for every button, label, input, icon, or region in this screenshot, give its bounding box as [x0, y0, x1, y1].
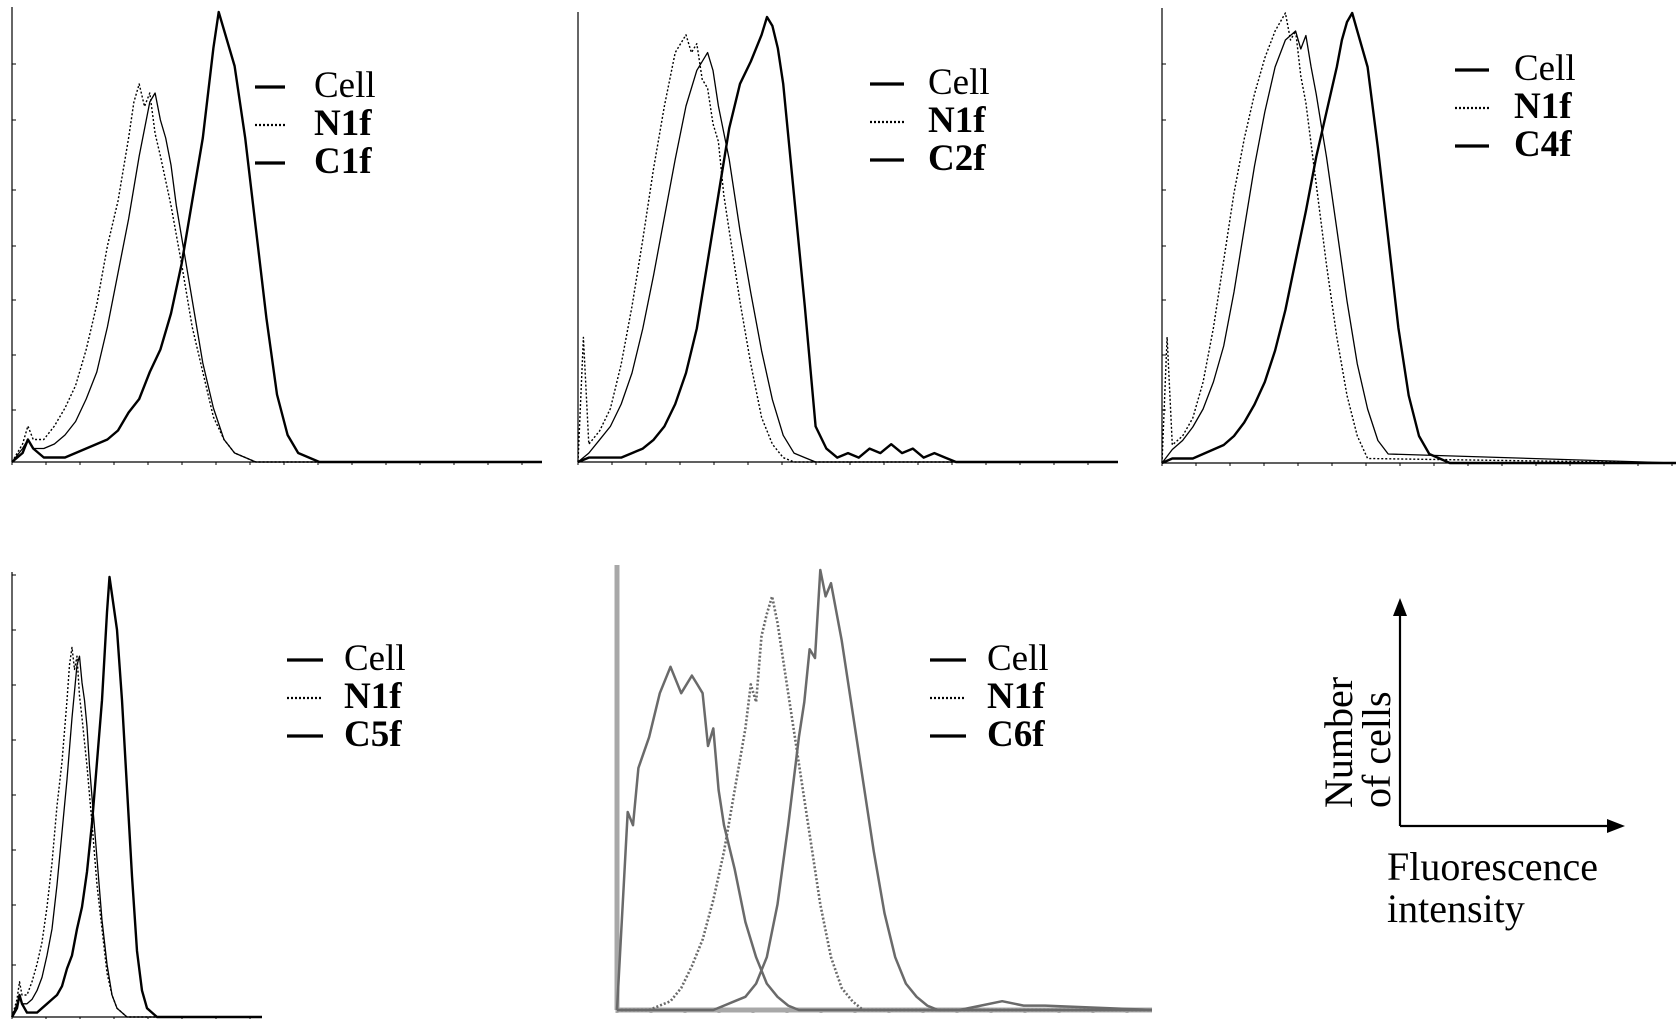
- series-line-c6f: [617, 568, 1152, 1012]
- legend-label-cell: Cell: [987, 638, 1049, 679]
- legend-label-mid: N1f: [928, 100, 986, 141]
- series-line-n1f: [577, 34, 1118, 463]
- key-y-arrowhead: [1393, 598, 1407, 616]
- series-line-cell: [11, 10, 542, 464]
- key-y-label-line1: Number: [1316, 677, 1361, 808]
- legend-label-last: C5f: [344, 714, 402, 755]
- legend-label-mid: N1f: [344, 676, 402, 717]
- legend-label-last: C2f: [928, 138, 986, 179]
- legend-label-mid: N1f: [314, 103, 372, 144]
- legend-label-cell: Cell: [928, 62, 990, 103]
- series-line-cell: [10, 575, 262, 1019]
- series-line-n1f: [11, 646, 262, 1018]
- legend-label-last: C1f: [314, 141, 372, 182]
- series-line-n1f: [1161, 12, 1676, 464]
- key-x-label-line2: intensity: [1387, 886, 1525, 931]
- legend-label-last: C4f: [1514, 124, 1572, 165]
- legend-label-cell: Cell: [1514, 48, 1576, 89]
- series-line-c4f: [1161, 30, 1676, 464]
- series-line-n1f: [11, 83, 542, 463]
- series-line-c2f: [577, 51, 1118, 463]
- key-x-label-line1: Fluorescence: [1387, 844, 1598, 889]
- series-line-n1f: [617, 595, 1152, 1012]
- series-line-c5f: [11, 655, 262, 1018]
- series-line-cell: [615, 665, 1153, 1012]
- key-y-label-line2: of cells: [1354, 691, 1399, 808]
- series-line-c1f: [11, 92, 542, 463]
- series-line-cell: [1161, 11, 1676, 465]
- legend-label-mid: N1f: [1514, 86, 1572, 127]
- legend-label-cell: Cell: [344, 638, 406, 679]
- legend-label-mid: N1f: [987, 676, 1045, 717]
- key-x-arrowhead: [1607, 819, 1625, 833]
- legend-label-last: C6f: [987, 714, 1045, 755]
- legend-label-cell: Cell: [314, 65, 376, 106]
- series-line-cell: [577, 15, 1118, 464]
